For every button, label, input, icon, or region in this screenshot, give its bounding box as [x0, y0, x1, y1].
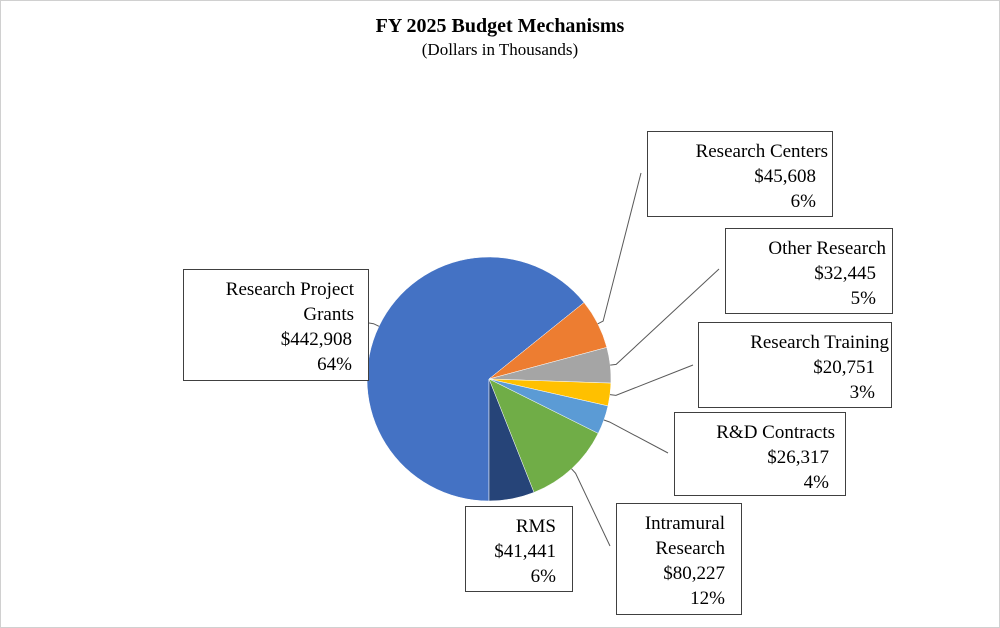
leader-line: [603, 419, 669, 454]
label-value: $45,608: [754, 166, 816, 187]
data-label: Research Training $20,751 3%: [698, 322, 892, 408]
leader-line: [597, 172, 642, 325]
label-value: $26,317: [767, 447, 829, 468]
label-value: $80,227: [663, 563, 725, 584]
label-value: $32,445: [814, 263, 876, 284]
label-percent: 64%: [317, 354, 352, 375]
label-category: Research Centers: [695, 141, 828, 162]
data-label: R&D Contracts $26,317 4%: [674, 412, 846, 496]
chart-subtitle: (Dollars in Thousands): [421, 40, 579, 59]
data-label: Research Project Grants $442,908 64%: [183, 269, 369, 381]
label-category: Other Research: [768, 238, 886, 259]
leader-line: [368, 322, 380, 327]
label-value: $442,908: [280, 329, 352, 350]
label-category: Intramural Research: [644, 513, 725, 559]
data-label: Research Centers $45,608 6%: [647, 131, 833, 217]
label-percent: 4%: [803, 472, 829, 493]
label-percent: 12%: [690, 588, 725, 609]
label-percent: 6%: [530, 566, 556, 587]
leader-line: [609, 364, 694, 396]
label-value: $41,441: [494, 541, 556, 562]
label-percent: 3%: [849, 382, 875, 403]
label-category: Research Training: [750, 332, 889, 353]
data-label: RMS $41,441 6%: [465, 506, 573, 592]
label-percent: 5%: [850, 288, 876, 309]
pie-slice: [488, 378, 599, 493]
chart-title: FY 2025 Budget Mechanisms: [375, 15, 625, 37]
data-label: Other Research $32,445 5%: [725, 228, 893, 314]
pie-slice: [488, 378, 535, 502]
label-category: R&D Contracts: [716, 422, 835, 443]
data-label: Intramural Research $80,227 12%: [616, 503, 742, 615]
label-value: $20,751: [813, 357, 875, 378]
leader-line: [571, 468, 611, 547]
leader-line: [610, 268, 720, 366]
label-category: Research Project Grants: [225, 279, 354, 325]
label-category: RMS: [515, 516, 556, 537]
label-percent: 6%: [790, 191, 816, 212]
